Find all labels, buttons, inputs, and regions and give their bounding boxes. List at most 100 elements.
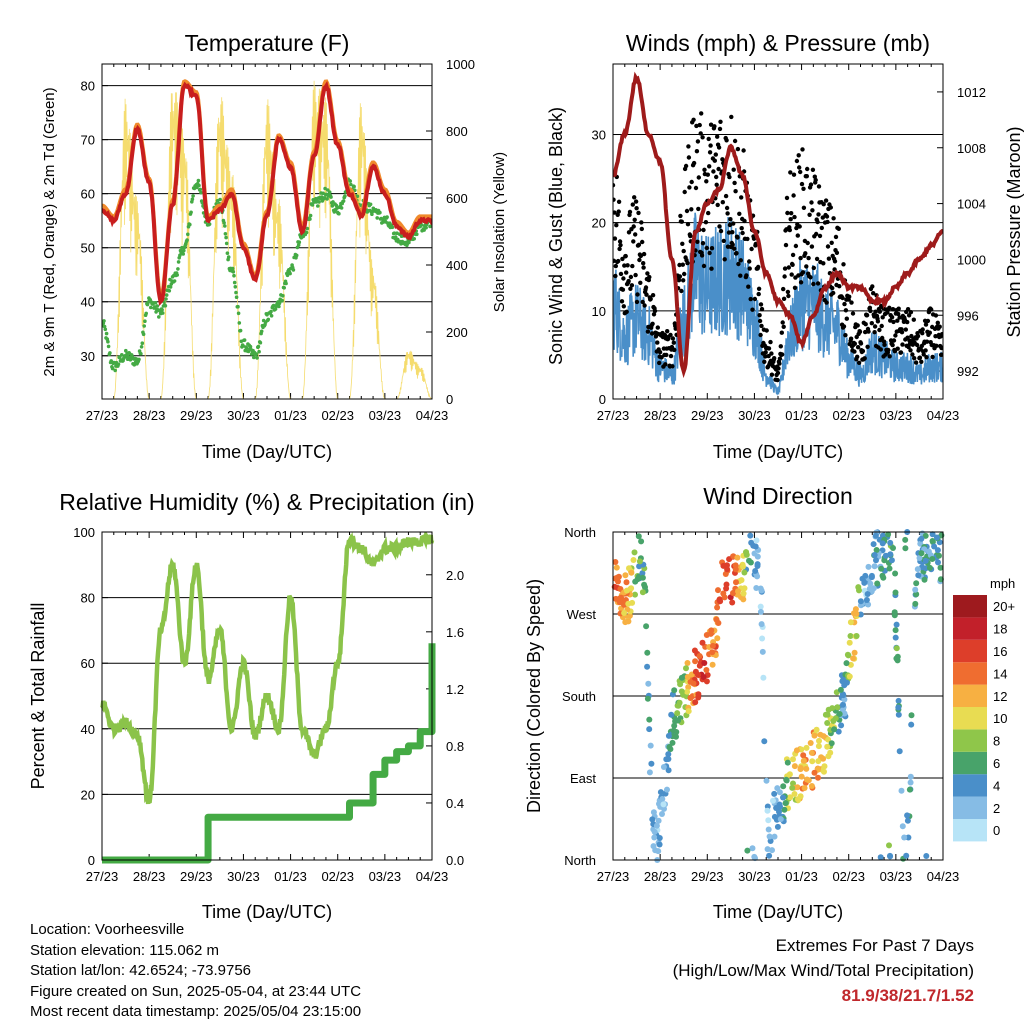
x-tick-label: 01/23 (785, 408, 818, 423)
gust-point (639, 226, 644, 232)
direction-point (886, 842, 892, 849)
direction-point (895, 697, 902, 704)
gust-point (890, 342, 895, 348)
gust-point (801, 205, 807, 210)
gust-point (863, 329, 868, 335)
gust-point (785, 210, 790, 216)
y-tick-label: 70 (81, 133, 95, 148)
direction-point (695, 694, 702, 701)
direction-point (933, 534, 940, 541)
gust-point (911, 317, 916, 322)
dewpoint-point (308, 213, 313, 218)
dewpoint-point (329, 195, 333, 199)
dewpoint-point (164, 297, 168, 301)
direction-point (820, 733, 827, 740)
gust-point (877, 309, 882, 314)
gust-point (836, 226, 841, 231)
gust-point (704, 179, 709, 184)
y-right-tick-label: 2.0 (446, 568, 464, 583)
gust-point (703, 220, 709, 225)
gust-point (910, 352, 915, 357)
gust-point (618, 242, 623, 248)
gust-point (731, 167, 736, 172)
direction-point (678, 674, 685, 681)
gust-point (880, 315, 885, 320)
legend-swatch (953, 707, 987, 730)
x-tick-label: 29/23 (691, 869, 724, 884)
temperature-ylabel-right: Solar Insolation (Yellow) (491, 152, 508, 312)
dewpoint-point (176, 267, 180, 271)
direction-point (879, 540, 886, 547)
dewpoint-point (281, 294, 285, 298)
direction-point (902, 536, 909, 543)
gust-point (811, 265, 816, 271)
gust-point (868, 308, 873, 314)
gust-point (634, 206, 639, 211)
y-tick-label: 60 (81, 656, 95, 671)
gust-point (647, 274, 652, 280)
gust-point (634, 299, 640, 305)
direction-point (873, 547, 880, 553)
direction-point (754, 561, 761, 568)
gust-point (915, 333, 921, 339)
gust-point (800, 270, 806, 275)
dewpoint-point (339, 206, 344, 210)
dewpoint-point (232, 273, 236, 278)
gust-point (887, 305, 892, 310)
gust-point (715, 202, 720, 208)
x-tick-label: 01/23 (274, 408, 307, 423)
direction-point (834, 704, 841, 711)
gust-point (779, 330, 784, 335)
gust-point (680, 241, 685, 246)
gust-point (619, 299, 625, 304)
gust-point (617, 239, 623, 244)
direction-point (800, 752, 807, 759)
dewpoint-point (163, 304, 168, 308)
gust-point (789, 211, 794, 216)
direction-point (885, 531, 892, 538)
gust-point (740, 230, 745, 236)
gust-point (613, 263, 618, 269)
direction-point (891, 609, 898, 616)
gust-point (912, 356, 917, 361)
gust-point (709, 266, 714, 271)
direction-point (663, 756, 670, 763)
direction-point (709, 661, 716, 668)
dewpoint-point (424, 225, 428, 230)
gust-point (920, 331, 925, 336)
x-tick-label: 03/23 (880, 408, 913, 423)
dewpoint-point (225, 251, 230, 255)
gust-point (686, 144, 691, 149)
dewpoint-point (280, 298, 285, 303)
direction-point (840, 701, 846, 708)
gust-point (787, 227, 792, 233)
gust-point (864, 313, 870, 318)
y-tick-label: 10 (592, 304, 606, 319)
gust-point (837, 284, 842, 289)
direction-point (660, 764, 667, 770)
y-right-tick-label: 0.0 (446, 853, 464, 868)
direction-point (871, 552, 878, 558)
gust-point (847, 294, 852, 299)
gust-point (662, 332, 668, 338)
direction-point (777, 816, 784, 823)
temp-2m-line (102, 80, 432, 307)
gust-point (622, 263, 627, 268)
gust-point (644, 292, 649, 297)
gust-point (798, 255, 803, 261)
direction-point (646, 716, 653, 723)
gust-point (672, 347, 677, 353)
x-tick-label: 27/23 (86, 869, 119, 884)
direction-point (770, 797, 776, 804)
dewpoint-point (223, 224, 227, 228)
direction-point (797, 765, 804, 771)
gust-point (706, 136, 711, 142)
y-tick-label: 20 (81, 787, 95, 802)
info-created: Figure created on Sun, 2025-05-04, at 23… (30, 982, 362, 1000)
dewpoint-point (167, 289, 172, 293)
direction-point (878, 565, 885, 572)
gust-point (781, 286, 786, 292)
dewpoint-point (110, 366, 115, 371)
temperature-panel: Temperature (F) 304050607080020040060080… (41, 30, 508, 462)
direction-point (714, 604, 721, 611)
